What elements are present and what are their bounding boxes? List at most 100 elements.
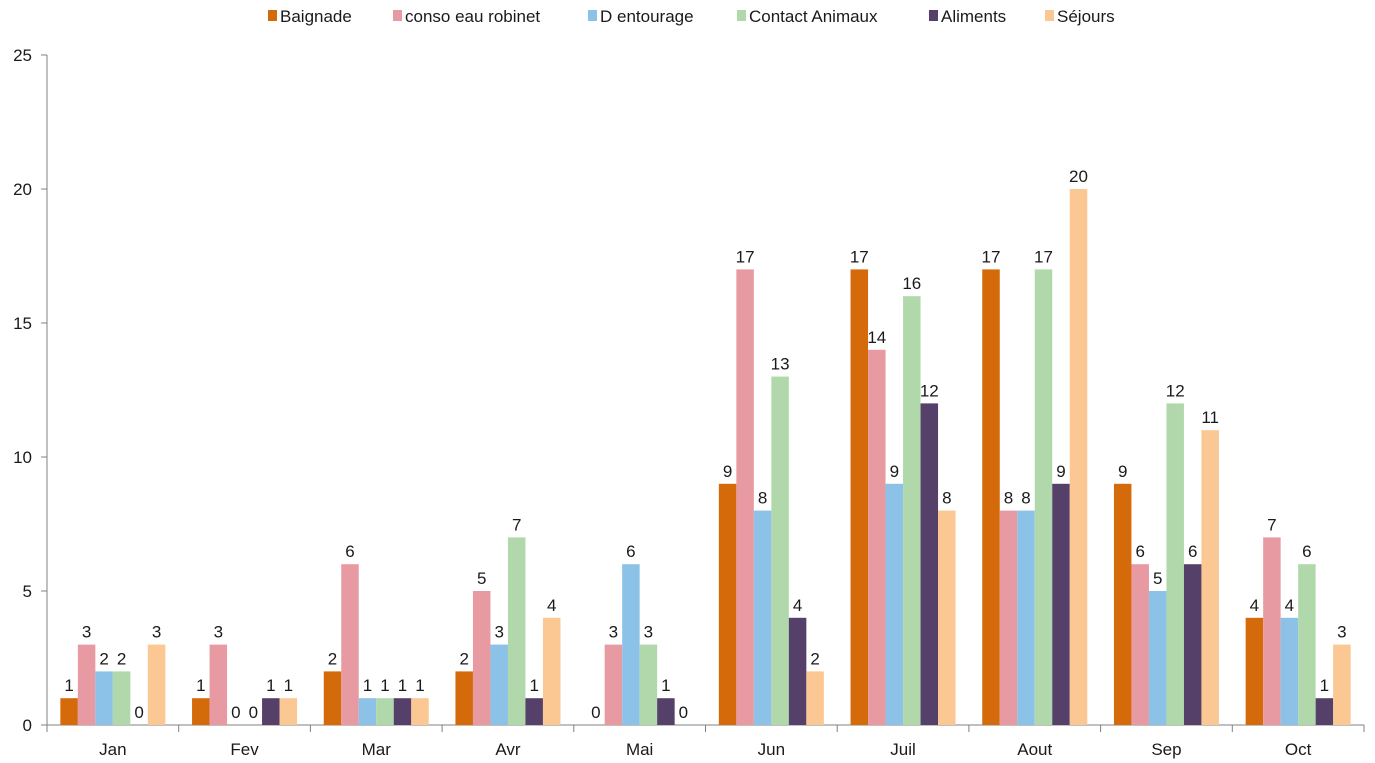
bar-conso-eau-robinet-mar <box>341 564 359 725</box>
bar-d-entourage-avr <box>490 644 508 725</box>
bar-s-jours-aout <box>1069 189 1088 725</box>
bar-contact-animaux-sep <box>1166 403 1184 725</box>
data-label: 6 <box>626 542 635 561</box>
data-label: 1 <box>415 676 424 695</box>
x-axis: Jan Fev Mar Avr Mai Jun Juil Aout Sep Oct <box>46 724 1365 759</box>
bar-s-jours-avr <box>542 617 561 725</box>
bar-contact-animaux-jan <box>112 671 131 725</box>
data-label: 6 <box>1188 542 1197 561</box>
data-label: 4 <box>1285 596 1294 615</box>
bar-s-jours-sep <box>1201 430 1219 725</box>
data-label: 2 <box>117 649 126 668</box>
bar-baignade-jan <box>60 698 78 725</box>
bar-baignade-aout <box>982 269 1000 725</box>
legend-swatch <box>737 10 746 21</box>
bar-d-entourage-aout <box>1017 510 1035 725</box>
data-label: 12 <box>1166 381 1185 400</box>
y-tick-label: 15 <box>13 314 32 333</box>
data-label: 17 <box>982 247 1001 266</box>
legend-label: Contact Animaux <box>749 7 878 26</box>
bar-contact-animaux-jun <box>771 376 789 725</box>
legend-item: Baignade <box>268 7 352 26</box>
data-label: 3 <box>644 623 653 642</box>
x-category-label: Fev <box>230 740 259 759</box>
data-label: 7 <box>1267 515 1276 534</box>
y-tick-label: 0 <box>23 716 32 735</box>
bar-conso-eau-robinet-fev <box>209 644 228 725</box>
legend-item: Aliments <box>929 7 1006 26</box>
data-label: 6 <box>1135 542 1144 561</box>
bar-aliments-oct <box>1315 698 1334 725</box>
bar-aliments-fev <box>262 698 280 725</box>
legend-label: Baignade <box>280 7 352 26</box>
x-category-label: Avr <box>495 740 521 759</box>
data-label: 3 <box>82 623 91 642</box>
bars <box>60 189 1351 725</box>
bar-baignade-avr <box>455 671 473 725</box>
data-label: 5 <box>1153 569 1162 588</box>
data-label: 13 <box>771 355 790 374</box>
data-label: 17 <box>1034 247 1053 266</box>
bar-d-entourage-mar <box>358 698 377 725</box>
legend-item: conso eau robinet <box>393 7 540 26</box>
bar-aliments-jun <box>788 617 807 725</box>
bar-conso-eau-robinet-mai <box>604 644 623 725</box>
bar-baignade-sep <box>1113 483 1132 725</box>
bar-d-entourage-juil <box>885 483 904 725</box>
y-tick-label: 25 <box>13 46 32 65</box>
data-label: 0 <box>249 703 258 722</box>
bar-s-jours-jan <box>147 644 166 725</box>
legend-item: Séjours <box>1045 7 1115 26</box>
bar-baignade-juil <box>850 269 869 725</box>
bar-d-entourage-oct <box>1280 617 1299 725</box>
y-tick-label: 10 <box>13 448 32 467</box>
data-label: 4 <box>1250 596 1259 615</box>
bar-d-entourage-jan <box>95 671 113 725</box>
data-label: 9 <box>890 462 899 481</box>
legend-swatch <box>268 10 277 21</box>
x-category-label: Juil <box>890 740 916 759</box>
x-category-label: Mai <box>626 740 653 759</box>
data-label: 3 <box>152 623 161 642</box>
data-label: 0 <box>679 703 688 722</box>
x-category-label: Aout <box>1017 740 1052 759</box>
data-label: 8 <box>758 489 767 508</box>
x-category-label: Sep <box>1151 740 1181 759</box>
x-category-label: Mar <box>362 740 392 759</box>
bar-aliments-juil <box>920 403 939 725</box>
data-label: 1 <box>380 676 389 695</box>
data-label: 6 <box>1302 542 1311 561</box>
bar-d-entourage-jun <box>753 510 772 725</box>
legend-label: D entourage <box>600 7 694 26</box>
data-label: 16 <box>902 274 921 293</box>
data-label: 3 <box>609 623 618 642</box>
data-label: 1 <box>398 676 407 695</box>
x-category-label: Jun <box>758 740 785 759</box>
data-label: 9 <box>1118 462 1127 481</box>
bar-contact-animaux-aout <box>1034 269 1053 725</box>
data-label: 17 <box>736 247 755 266</box>
y-tick-label: 20 <box>13 180 32 199</box>
data-label: 0 <box>231 703 240 722</box>
bar-aliments-mar <box>393 698 412 725</box>
bar-aliments-mai <box>657 698 675 725</box>
bar-s-jours-fev <box>279 698 298 725</box>
data-label: 6 <box>345 542 354 561</box>
legend-swatch <box>588 10 597 21</box>
bar-conso-eau-robinet-juil <box>868 349 886 725</box>
x-category-label: Oct <box>1285 740 1312 759</box>
bar-baignade-oct <box>1245 617 1264 725</box>
data-label: 1 <box>64 676 73 695</box>
bar-s-jours-oct <box>1333 644 1351 725</box>
data-label: 3 <box>494 623 503 642</box>
data-label: 8 <box>1004 489 1013 508</box>
data-label: 2 <box>459 649 468 668</box>
data-label: 9 <box>1056 462 1065 481</box>
bar-baignade-fev <box>192 698 210 725</box>
bar-aliments-avr <box>525 698 543 725</box>
y-axis: 0 5 10 15 20 25 <box>13 46 48 735</box>
data-label: 17 <box>850 247 869 266</box>
data-label: 0 <box>134 703 143 722</box>
y-tick-label: 5 <box>23 582 32 601</box>
